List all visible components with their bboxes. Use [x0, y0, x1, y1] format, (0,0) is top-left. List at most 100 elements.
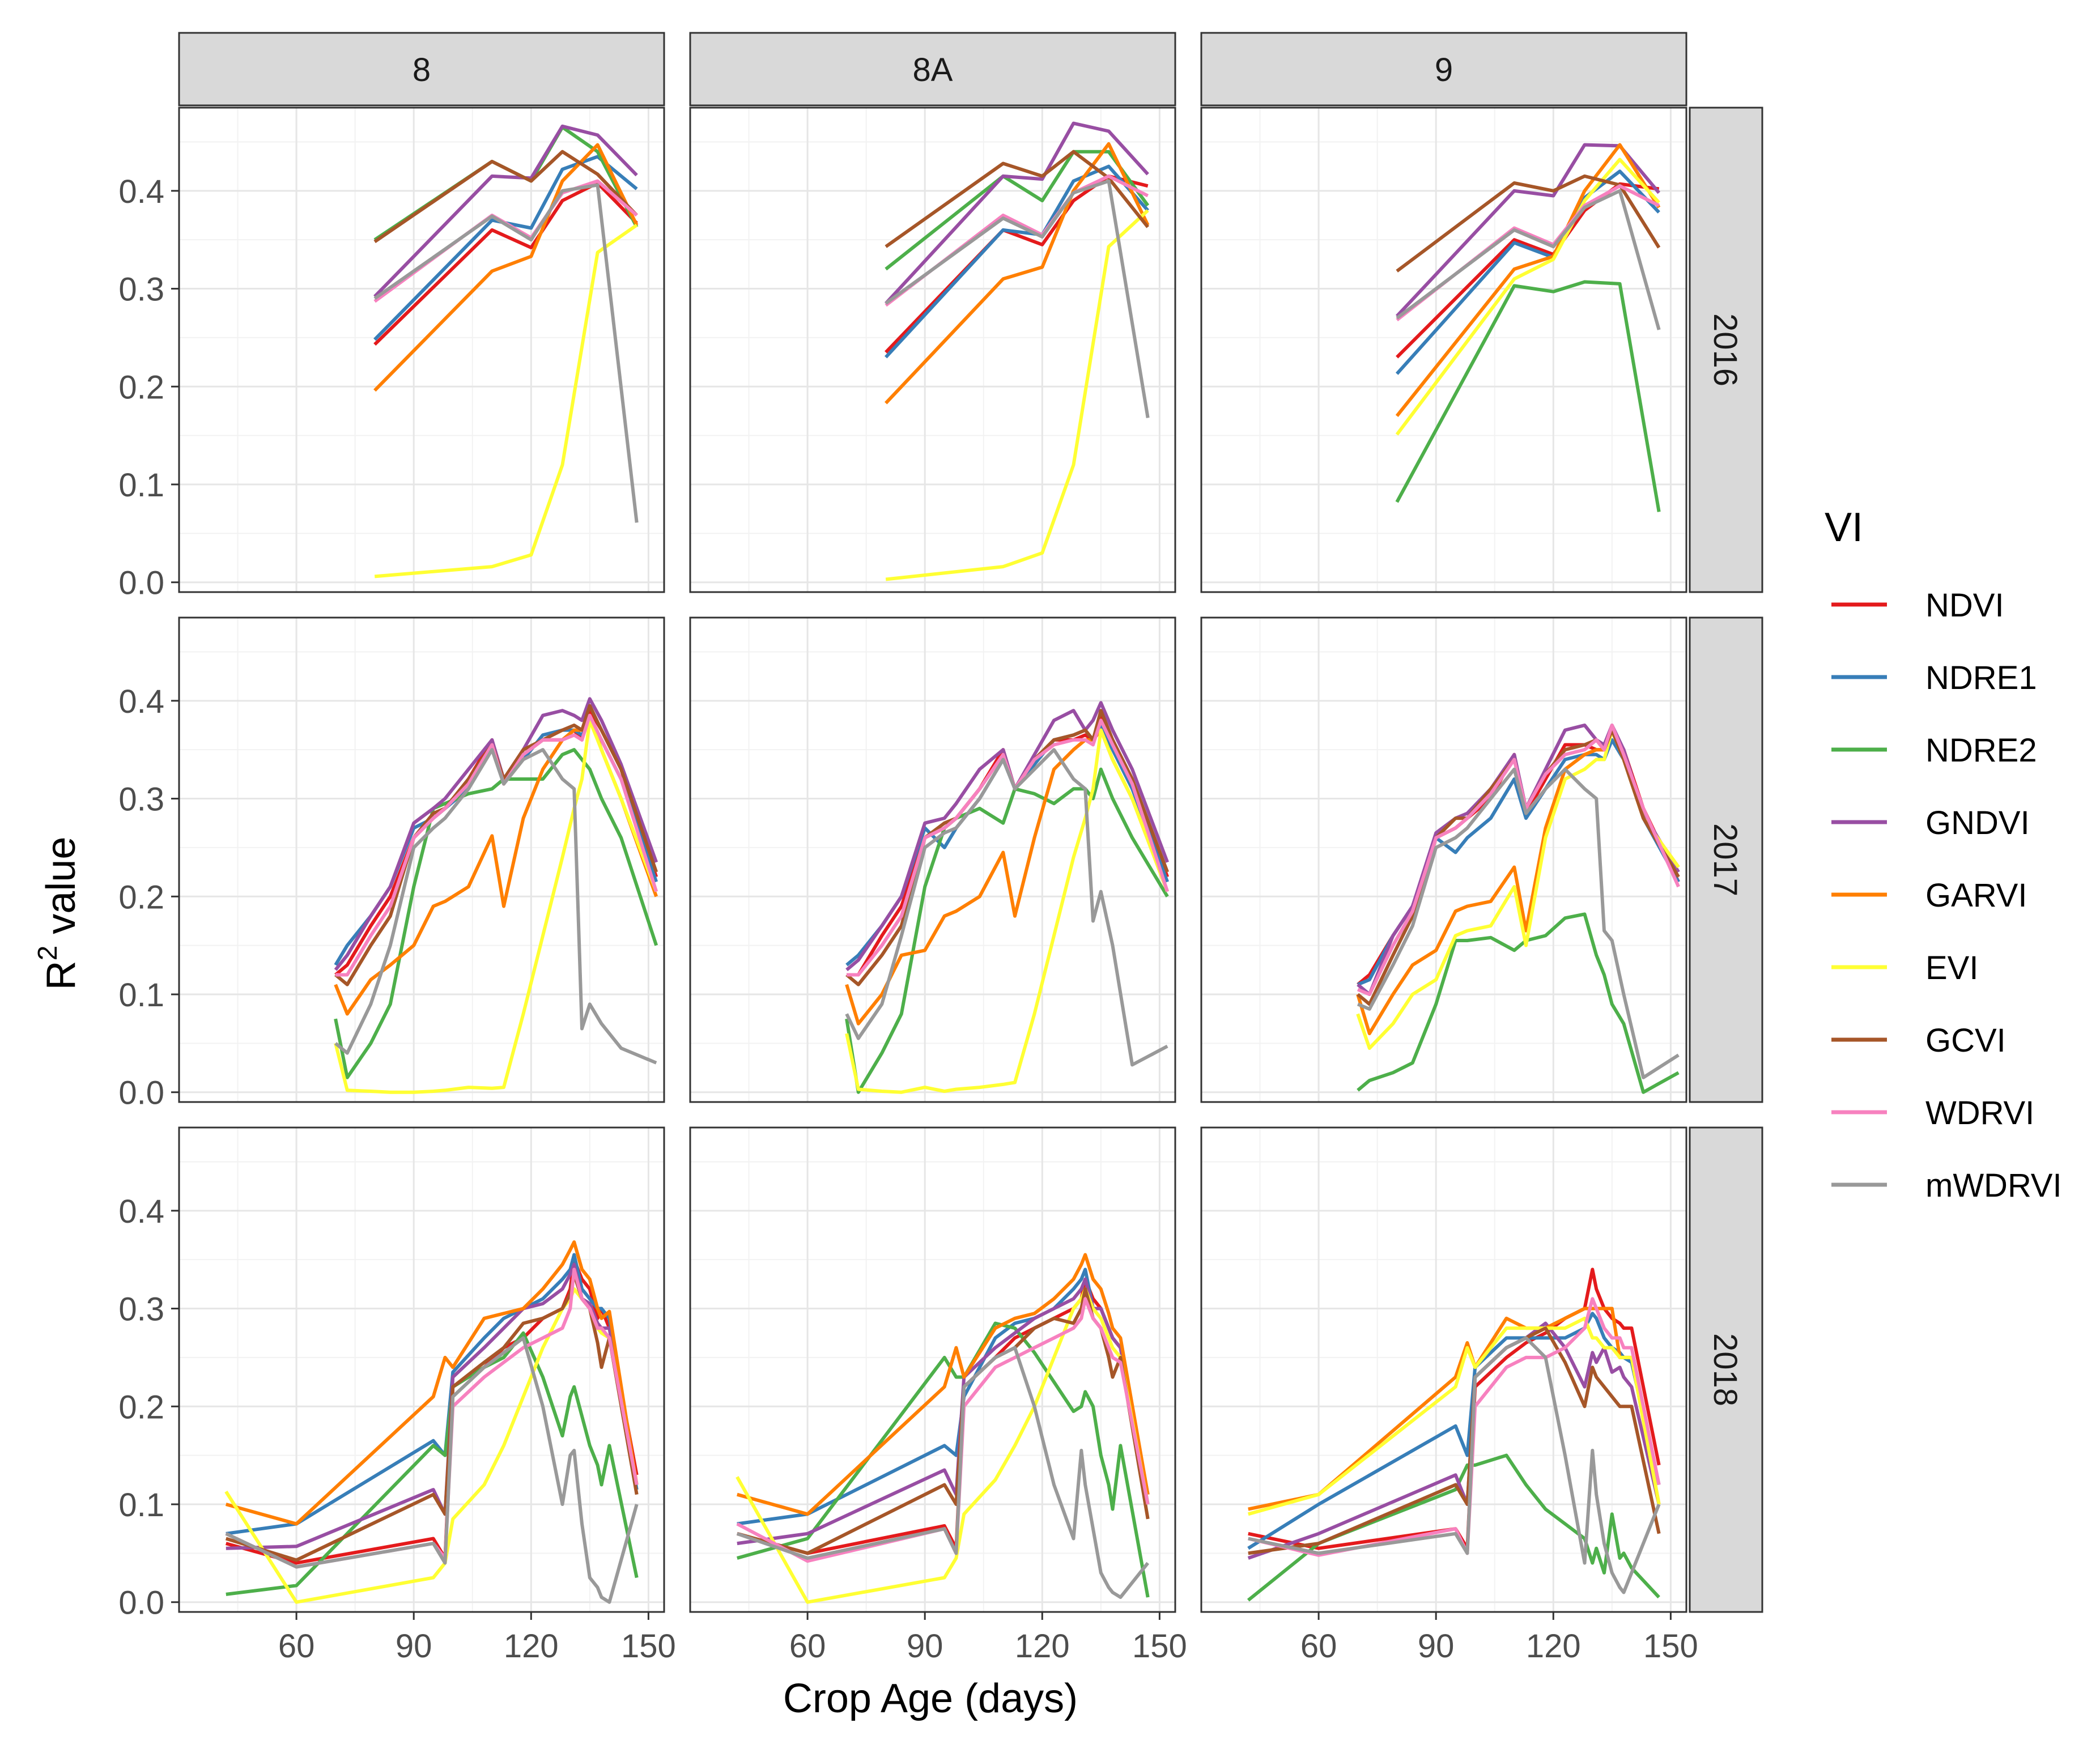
- y-axis-title-sup: 2: [33, 946, 63, 961]
- legend-item-wdrvi: WDRVI: [1831, 1095, 2034, 1131]
- facet-strip-label: 2018: [1707, 1333, 1744, 1406]
- legend-item-ndre2: NDRE2: [1831, 732, 2037, 769]
- series-line-ndre2: [1247, 1453, 1660, 1602]
- panel-8-2016: 0.0 0.1 0.2 0.3 0.4: [118, 107, 665, 602]
- y-tick-label: 0.2: [118, 879, 164, 916]
- series-line-mwdrvi: [736, 1346, 1150, 1599]
- facet-strip-background: [1689, 616, 1763, 1103]
- y-tick-label: 0.3: [118, 271, 164, 308]
- series-line-gcvi: [1248, 1326, 1661, 1555]
- facet-strip-label: 8: [413, 52, 431, 88]
- series-line-garvi: [736, 1253, 1150, 1516]
- series-line-mwdrvi: [334, 748, 657, 1065]
- y-tick-label: 0.3: [118, 781, 164, 818]
- series-line-gndvi: [884, 121, 1149, 305]
- legend-label: NDRE1: [1925, 660, 2037, 696]
- legend-item-gcvi: GCVI: [1831, 1022, 2006, 1059]
- panel-border: [1200, 616, 1687, 1103]
- legend-label: mWDRVI: [1925, 1167, 2062, 1204]
- x-tick-label: 120: [1015, 1628, 1070, 1665]
- series-line-evi: [1395, 158, 1660, 436]
- panel-background: [1201, 618, 1686, 1102]
- panel-border: [689, 616, 1176, 1103]
- x-tick-label: 90: [1418, 1628, 1455, 1665]
- facet-strip-background: [1200, 32, 1687, 107]
- x-tick-label: 90: [396, 1628, 432, 1665]
- y-tick-label: 0.0: [118, 1075, 164, 1112]
- y-tick-label: 0.2: [118, 1389, 164, 1426]
- x-tick-label: 60: [789, 1628, 826, 1665]
- legend-label: NDRE2: [1925, 732, 2037, 769]
- series-line-ndvi: [373, 181, 638, 346]
- series-line-mwdrvi: [225, 1336, 639, 1604]
- x-tick-label: 60: [1300, 1628, 1337, 1665]
- y-tick-label: 0.1: [118, 467, 164, 504]
- facet-strip-background: [178, 32, 665, 107]
- panel-8a-2017: [689, 616, 1176, 1103]
- legend-label: GCVI: [1925, 1022, 2006, 1059]
- y-tick-label: 0.4: [118, 1193, 164, 1230]
- series-line-ndre2: [226, 1331, 639, 1596]
- panel-border: [178, 616, 665, 1103]
- facet-strip-row-2018: 2018: [1689, 1126, 1763, 1613]
- facet-strip-row-2016: 2016: [1689, 107, 1763, 593]
- facet-strip-label: 2017: [1707, 823, 1744, 896]
- panels-layer: 0.00.10.20.30.40.00.10.20.30.40.00.10.20…: [118, 32, 1763, 1665]
- facet-strip-column-8: 8: [178, 32, 665, 107]
- y-axis-title-rest: value: [39, 837, 84, 946]
- panel-8-2018: 0.0 0.1 0.2 0.3 0.4 60 90 120 150: [118, 1126, 676, 1665]
- legend-item-ndvi: NDVI: [1831, 587, 2004, 624]
- y-axis-title-base: R: [39, 960, 84, 990]
- y-axis-title: R2 value: [33, 837, 84, 990]
- facet-strip-column-8a: 8A: [689, 32, 1176, 107]
- x-tick-label: 120: [1526, 1628, 1581, 1665]
- facet-strip-label: 8A: [913, 52, 953, 88]
- legend: VI NDVI NDRE1 NDRE2 GNDVI GARVI EVI GCVI WDRVI m…: [1825, 505, 2062, 1204]
- panel-9-2016: [1200, 107, 1687, 593]
- panel-border: [689, 107, 1176, 593]
- legend-items: NDVI NDRE1 NDRE2 GNDVI GARVI EVI GCVI WDRVI mWDR…: [1831, 587, 2062, 1204]
- legend-label: WDRVI: [1925, 1095, 2034, 1131]
- series-line-garvi: [373, 143, 639, 392]
- y-tick-label: 0.4: [118, 683, 164, 720]
- panel-8-2017: 0.0 0.1 0.2 0.3 0.4: [118, 616, 665, 1112]
- series-line-gcvi: [1396, 174, 1661, 273]
- series-line-garvi: [225, 1240, 639, 1526]
- panel-9-2017: [1200, 616, 1687, 1103]
- panel-8a-2018: 60 90 120 150: [689, 1126, 1187, 1665]
- facet-strip-label: 9: [1435, 52, 1453, 88]
- panel-background: [690, 108, 1175, 592]
- facet-strip-row-2017: 2017: [1689, 616, 1763, 1103]
- x-tick-label: 150: [1132, 1628, 1187, 1665]
- x-tick-label: 150: [621, 1628, 676, 1665]
- series-line-wdrvi: [225, 1267, 639, 1569]
- x-tick-label: 60: [278, 1628, 315, 1665]
- series-line-garvi: [885, 142, 1150, 405]
- y-tick-label: 0.3: [118, 1291, 164, 1328]
- legend-item-ndre1: NDRE1: [1831, 660, 2037, 696]
- series-line-ndre1: [884, 164, 1149, 359]
- series-line-gcvi: [225, 1273, 639, 1562]
- panel-border: [178, 1126, 665, 1613]
- series-line-mwdrvi: [845, 748, 1168, 1067]
- facet-strip-background: [689, 32, 1176, 107]
- legend-label: EVI: [1925, 950, 1979, 986]
- series-line-gcvi: [736, 1287, 1150, 1555]
- y-tick-label: 0.2: [118, 369, 164, 406]
- series-line-mwdrvi: [373, 183, 639, 523]
- legend-label: GARVI: [1925, 877, 2027, 914]
- series-line-evi: [885, 209, 1149, 581]
- panel-border: [689, 1126, 1176, 1613]
- series-line-mwdrvi: [1248, 1336, 1661, 1594]
- series-line-gndvi: [373, 124, 638, 298]
- series-line-mwdrvi: [1357, 767, 1680, 1079]
- panel-border: [1200, 107, 1687, 593]
- series-line-mwdrvi: [1396, 189, 1661, 330]
- facet-strip-background: [1689, 107, 1763, 593]
- series-line-gndvi: [737, 1277, 1150, 1546]
- panel-background: [179, 108, 664, 592]
- facet-strip-background: [1689, 1126, 1763, 1613]
- legend-item-gndvi: GNDVI: [1831, 805, 2030, 841]
